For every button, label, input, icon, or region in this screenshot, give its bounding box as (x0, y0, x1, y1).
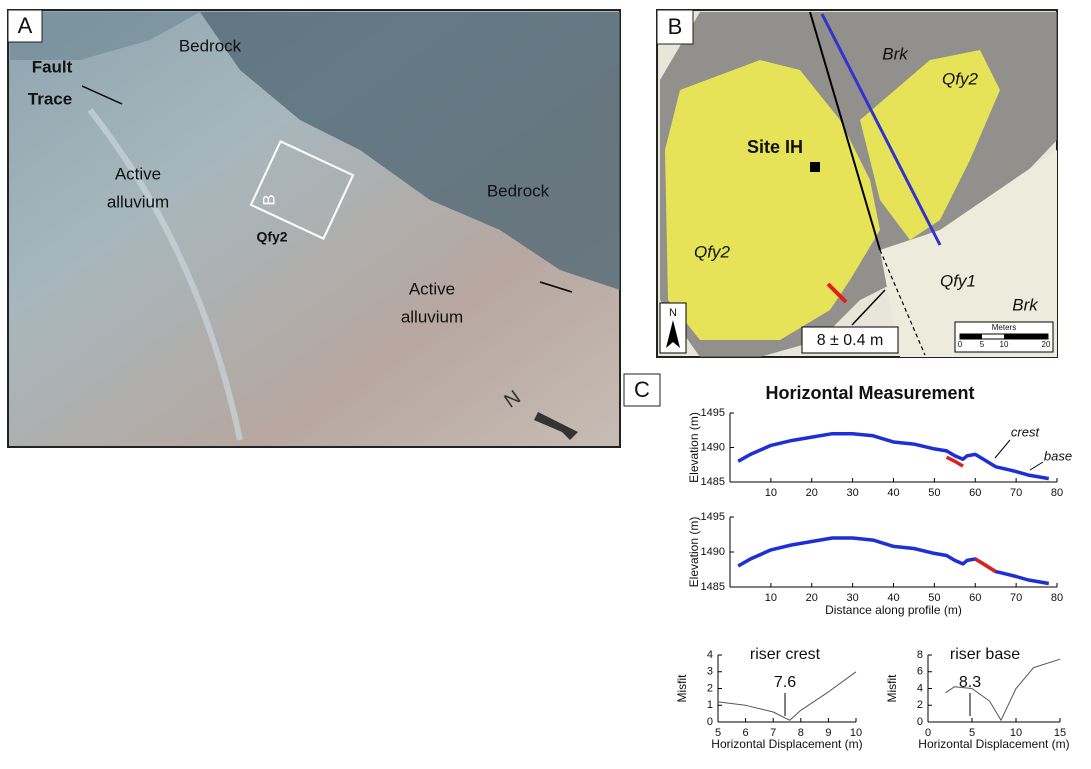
y-tick-label: 1485 (701, 476, 725, 488)
scale-bar (960, 334, 982, 339)
y-tick-label: 1495 (701, 511, 725, 523)
chart-title: riser base (950, 646, 1020, 663)
scale-tick: 5 (980, 340, 985, 349)
x-axis-label: Horizontal Displacement (m) (918, 737, 1069, 751)
x-tick-label: 20 (806, 592, 818, 604)
y-axis-label: Misfit (675, 674, 689, 703)
y-tick-label: 8 (917, 649, 923, 661)
x-tick-label: 70 (1010, 487, 1022, 499)
scale-title: Meters (992, 323, 1016, 332)
x-tick-label: 80 (1051, 487, 1063, 499)
annotation: 7.6 (774, 674, 796, 691)
y-tick-label: 0 (707, 716, 713, 728)
map-label: Active (409, 279, 455, 298)
y-tick-label: 6 (917, 666, 923, 678)
offset-label: 8 ± 0.4 m (817, 332, 884, 349)
y-tick-label: 1490 (701, 546, 725, 558)
y-tick-label: 2 (917, 699, 923, 711)
x-tick-label: 60 (969, 592, 981, 604)
panel-label: B (668, 14, 683, 39)
data-line (738, 434, 1049, 479)
x-tick-label: 10 (765, 487, 777, 499)
map-label: Fault (32, 57, 73, 76)
map-label: Qfy2 (694, 242, 730, 261)
map-label: Bedrock (179, 36, 242, 55)
map-label: Brk (1012, 295, 1039, 314)
annotation-arrow (1030, 462, 1043, 470)
map-label: Qfy1 (940, 271, 976, 290)
scale-tick: 20 (1042, 340, 1051, 349)
data-line (738, 538, 1049, 584)
north-label: N (669, 307, 677, 319)
scale-tick: 10 (1000, 340, 1009, 349)
x-tick-label: 50 (928, 487, 940, 499)
y-tick-label: 2 (707, 682, 713, 694)
chart-title: riser crest (750, 646, 821, 663)
x-tick-label: 50 (928, 592, 940, 604)
map-label: Qfy2 (942, 69, 978, 88)
panel-label: A (18, 13, 33, 38)
scale-bar (1004, 334, 1048, 339)
map-label: Active (115, 164, 161, 183)
x-tick-label: 20 (806, 487, 818, 499)
annotation-arrow (995, 440, 1010, 458)
x-tick-label: 30 (847, 487, 859, 499)
panel-a: A Bedrock Fault Trace Active alluvium B … (8, 10, 620, 447)
annotation: 8.3 (959, 674, 981, 691)
x-tick-label: 60 (969, 487, 981, 499)
map-label: Trace (28, 89, 72, 108)
y-tick-label: 4 (917, 682, 923, 694)
figure: A Bedrock Fault Trace Active alluvium B … (0, 0, 1091, 769)
x-tick-label: 10 (765, 592, 777, 604)
map-label: alluvium (401, 307, 463, 326)
annotation: crest (1011, 424, 1041, 439)
scale-tick: 0 (958, 340, 963, 349)
map-label: Bedrock (487, 181, 550, 200)
map-label: B (259, 194, 278, 205)
x-axis-label: Horizontal Displacement (m) (711, 737, 862, 751)
y-tick-label: 1485 (701, 581, 725, 593)
x-tick-label: 40 (887, 487, 899, 499)
chart-title: Horizontal Measurement (765, 383, 974, 403)
y-axis-label: Elevation (m) (687, 517, 701, 588)
panel-b: B Brk Qfy2 Site IH Qfy2 Qfy1 Brk 8 ± 0.4… (657, 10, 1057, 357)
panel-label: C (634, 377, 650, 402)
y-axis-label: Elevation (m) (687, 412, 701, 483)
site-marker (810, 162, 820, 172)
x-tick-label: 80 (1051, 592, 1063, 604)
map-label: Qfy2 (256, 229, 287, 245)
map-label: Site IH (747, 137, 803, 157)
y-tick-label: 0 (917, 716, 923, 728)
y-tick-label: 1495 (701, 407, 725, 419)
y-tick-label: 1490 (701, 441, 725, 453)
annotation: base (1044, 448, 1072, 463)
x-tick-label: 40 (887, 592, 899, 604)
x-tick-label: 30 (847, 592, 859, 604)
y-axis-label: Misfit (885, 674, 899, 703)
map-label: alluvium (107, 192, 169, 211)
x-axis-label: Distance along profile (m) (825, 603, 962, 617)
y-tick-label: 3 (707, 666, 713, 678)
y-tick-label: 1 (707, 699, 713, 711)
x-tick-label: 70 (1010, 592, 1022, 604)
y-tick-label: 4 (707, 649, 713, 661)
map-label: Brk (882, 44, 909, 63)
data-line (975, 559, 995, 572)
